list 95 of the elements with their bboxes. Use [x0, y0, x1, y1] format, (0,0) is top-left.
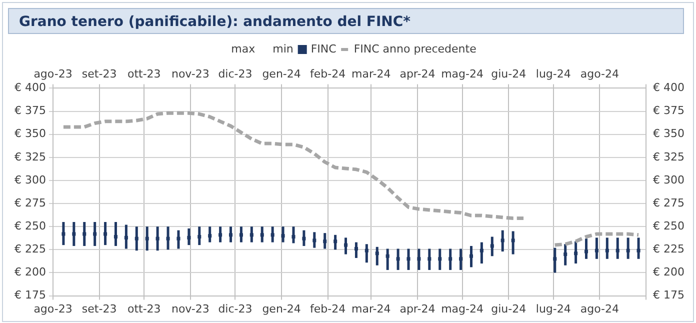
point: [406, 257, 410, 261]
point: [500, 238, 504, 242]
x2-tick-label: ago-23: [34, 67, 72, 80]
x2-tick-label: mar-24: [352, 67, 391, 80]
point: [176, 236, 180, 240]
point: [574, 252, 578, 256]
point: [323, 240, 327, 244]
y-tick-label: € 225: [14, 242, 46, 256]
point: [553, 257, 557, 261]
point: [480, 248, 484, 252]
point: [626, 248, 630, 252]
point: [605, 248, 609, 252]
point: [417, 257, 421, 261]
chart-title: Grano tenero (panificabile): andamento del FINC*: [8, 8, 684, 34]
point: [386, 254, 390, 258]
point: [281, 234, 285, 238]
y-tick-label: € 250: [14, 219, 46, 232]
y2-tick-label: € 200: [653, 266, 684, 279]
x2-tick-label: apr-24: [400, 67, 436, 80]
y2-tick-label: € 175: [653, 288, 684, 302]
point: [250, 233, 254, 237]
point: [292, 234, 296, 239]
x-tick-label: ott-23: [127, 302, 161, 316]
point: [312, 238, 316, 242]
point: [134, 236, 138, 240]
point: [187, 236, 191, 240]
point: [636, 248, 640, 252]
legend-label: FINC anno precedente: [354, 42, 477, 56]
point: [364, 248, 368, 252]
y2-tick-label: € 250: [653, 219, 684, 232]
x2-tick-label: ott-23: [127, 67, 161, 80]
point: [198, 234, 202, 239]
text: max: [231, 42, 256, 56]
point: [438, 257, 442, 261]
point: [375, 252, 379, 256]
point: [208, 234, 212, 238]
point: [448, 257, 452, 261]
x-tick-label: feb-24: [310, 302, 346, 316]
point: [93, 232, 97, 236]
x-tick-label: dic-23: [218, 302, 252, 316]
x2-tick-label: dic-23: [218, 67, 252, 80]
x-tick-label: ago-24: [580, 302, 620, 316]
x-tick-label: set-23: [82, 302, 117, 316]
point: [156, 236, 160, 240]
point: [616, 248, 620, 252]
x-tick-label: lug-24: [536, 302, 571, 316]
text: min: [272, 42, 294, 56]
x2-tick-label: gen-24: [262, 67, 301, 80]
point: [490, 244, 494, 248]
x-tick-label: gen-24: [262, 302, 301, 316]
point: [145, 236, 149, 240]
y-tick-label: € 350: [14, 127, 46, 140]
point: [302, 236, 306, 240]
point: [114, 234, 118, 239]
point: [270, 233, 274, 237]
y-tick-label: € 325: [14, 150, 46, 164]
x2-tick-label: giu-24: [491, 67, 526, 80]
y-tick-label: € 375: [14, 104, 46, 118]
x2-tick-label: lug-24: [536, 67, 571, 80]
y2-tick-label: € 375: [653, 104, 684, 118]
point: [428, 257, 432, 261]
legend-label: FINC: [310, 42, 337, 56]
point: [564, 252, 568, 256]
point: [354, 246, 358, 251]
x-tick-label: ago-23: [34, 302, 72, 316]
x-tick-label: nov-23: [171, 302, 210, 316]
y-tick-label: € 200: [14, 266, 46, 279]
point: [594, 248, 598, 252]
y-tick-label: € 175: [14, 288, 46, 302]
x2-tick-label: feb-24: [310, 67, 346, 80]
y2-tick-label: € 225: [653, 242, 684, 256]
point: [396, 257, 400, 261]
x-tick-label: giu-24: [491, 302, 526, 316]
x2-tick-label: mag-24: [441, 67, 484, 80]
point: [62, 232, 66, 236]
point: [260, 233, 264, 237]
point: [511, 238, 515, 242]
x-tick-label: mar-24: [352, 302, 391, 316]
y2-tick-label: € 300: [653, 173, 684, 186]
point: [584, 250, 588, 254]
x-tick-label: mag-24: [441, 302, 484, 316]
x2-tick-label: set-23: [82, 67, 117, 80]
x2-tick-label: ago-24: [580, 67, 620, 80]
y-tick-label: € 275: [14, 196, 46, 210]
point: [82, 232, 86, 236]
point: [166, 236, 170, 240]
y2-tick-label: € 400: [653, 81, 684, 94]
y2-tick-label: € 275: [653, 196, 684, 210]
x-tick-label: apr-24: [400, 302, 436, 316]
y-tick-label: € 400: [14, 81, 46, 94]
point: [72, 232, 76, 236]
y2-tick-label: € 325: [653, 150, 684, 164]
y2-tick-label: € 350: [653, 127, 684, 140]
y-tick-label: € 300: [14, 173, 46, 186]
x2-tick-label: nov-23: [171, 67, 210, 80]
